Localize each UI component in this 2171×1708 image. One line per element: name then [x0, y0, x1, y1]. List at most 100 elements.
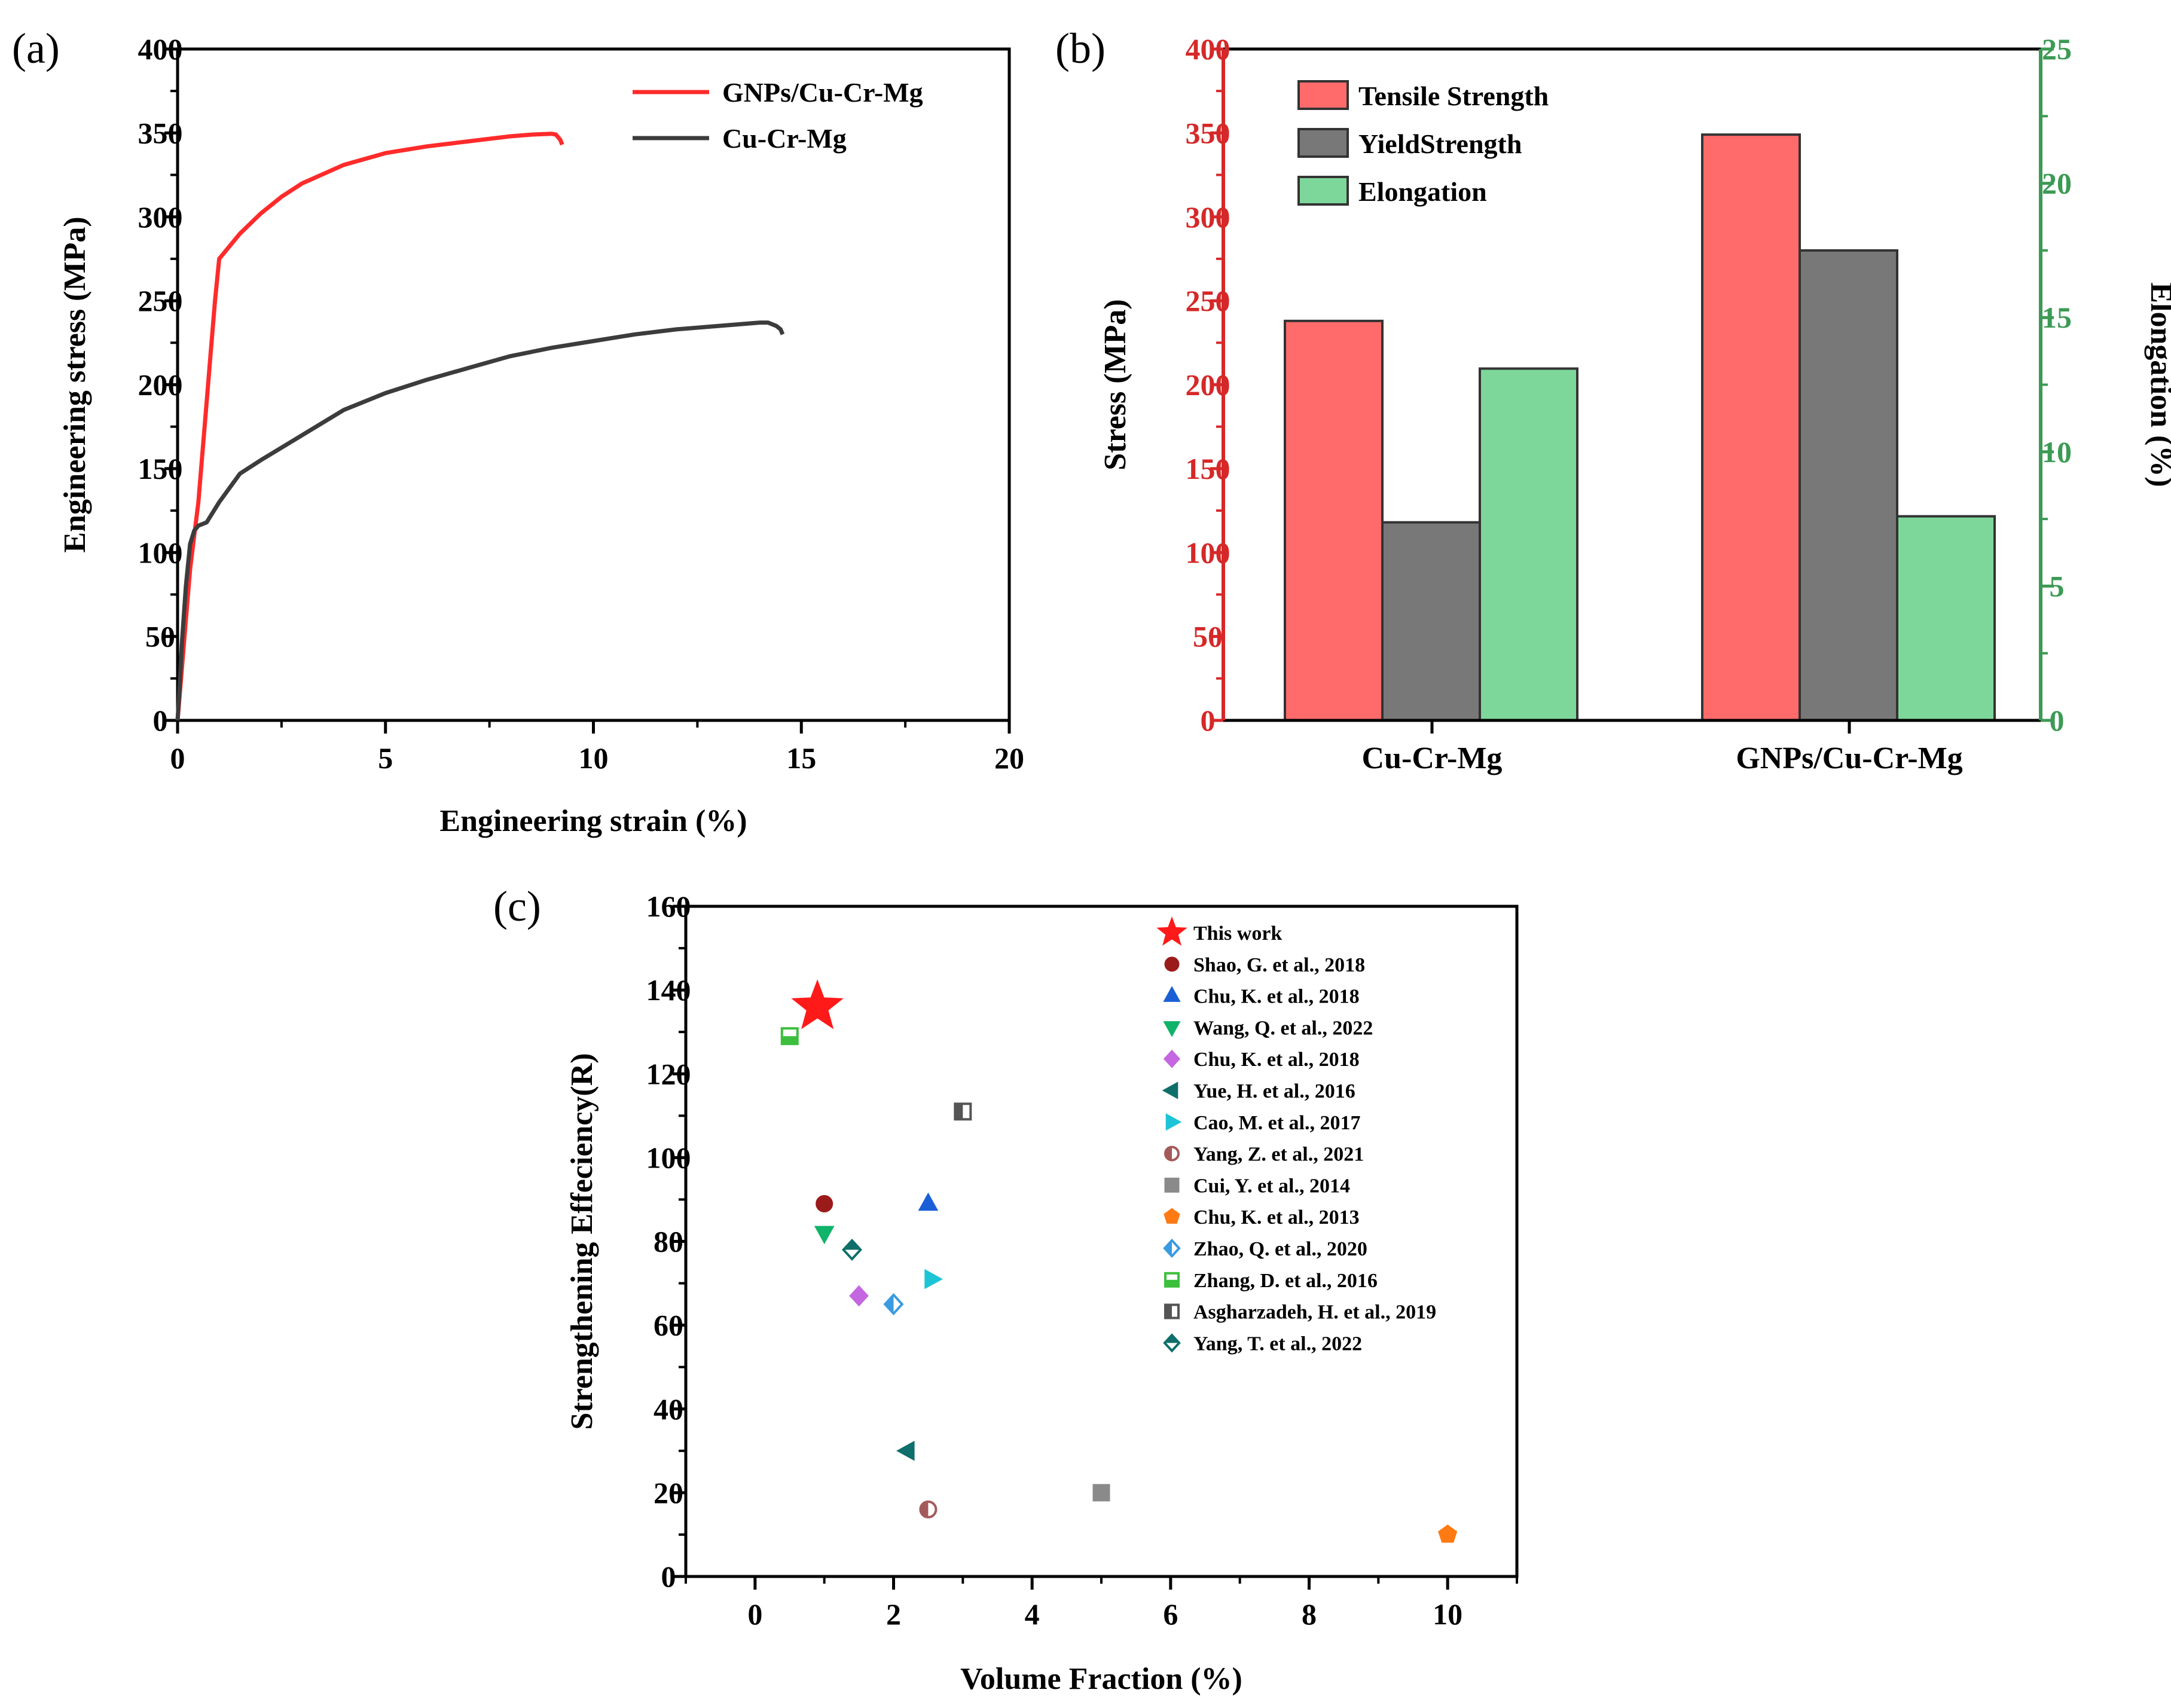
legend-swatch-b	[1297, 80, 1349, 110]
diamond-half-fill	[885, 1295, 894, 1314]
y-tick-label-a: 200	[138, 368, 183, 402]
square-half-fill	[781, 1036, 798, 1044]
bar	[1284, 319, 1384, 722]
legend-label-b: Tensile Strength	[1358, 81, 1549, 111]
y-tick-label-c: 160	[646, 890, 691, 923]
y-tick-label-c: 20	[654, 1476, 683, 1510]
y-tick-label-c: 60	[654, 1309, 683, 1342]
y-tick-label-a: 300	[138, 200, 183, 234]
y2-axis-title-b: Elongation (%)	[2144, 282, 2171, 487]
pentagon-mark	[1438, 1524, 1458, 1543]
data-point	[919, 1500, 938, 1518]
legend-marker-c	[1164, 1208, 1180, 1224]
plot-frame-a	[176, 47, 1011, 722]
circle-half-fill	[1165, 1147, 1172, 1160]
y-axis-title-c: Strengthening Effeciency(R)	[565, 1053, 599, 1429]
bar	[1896, 515, 1996, 722]
y-tick-label-c: 100	[646, 1141, 691, 1174]
square-half-fill	[1165, 1304, 1172, 1318]
category-label-b: GNPs/Cu-Cr-Mg	[1736, 741, 1962, 775]
legend-label-c: Asgharzadeh, H. et al., 2019	[1193, 1301, 1436, 1324]
legend-swatch-b	[1297, 176, 1349, 206]
diamond-mark	[1163, 1049, 1181, 1068]
circle-half-fill	[920, 1501, 929, 1517]
bar	[1799, 249, 1898, 722]
legend-label-c: Cao, M. et al., 2017	[1193, 1112, 1361, 1134]
bar	[1381, 521, 1481, 722]
y-tick-label-a: 0	[153, 704, 168, 737]
triangle-mark	[918, 1192, 939, 1211]
data-point	[814, 1226, 835, 1245]
legend-marker-c	[1163, 1049, 1181, 1068]
category-label-b: Cu-Cr-Mg	[1362, 741, 1503, 775]
triangle-mark	[1163, 1021, 1181, 1037]
y-tick-label-b: 50	[1193, 620, 1223, 653]
star-mark	[791, 979, 844, 1029]
x-tick-label-a: 15	[786, 741, 816, 775]
series-line-gnps	[175, 132, 564, 721]
triangle-mark	[1165, 1113, 1182, 1131]
y-tick-label-a: 50	[145, 620, 175, 653]
y-tick-label-a: 350	[138, 116, 183, 149]
legend-marker-c	[1164, 1177, 1180, 1193]
data-point	[780, 1027, 799, 1046]
legend-marker-c	[1164, 957, 1180, 972]
legend-label-c: Yang, Z. et al., 2021	[1193, 1144, 1364, 1166]
legend-label-c: Cui, Y. et al., 2014	[1193, 1175, 1350, 1197]
y-tick-label-c: 140	[646, 973, 691, 1007]
x-tick-label-a: 5	[378, 741, 393, 775]
legend-marker-c	[1165, 1113, 1182, 1131]
y-tick-label-c: 40	[654, 1392, 683, 1426]
x-axis-title-a: Engineering strain (%)	[439, 804, 747, 838]
y-tick-label-b: 0	[1201, 704, 1216, 737]
legend-marker-c	[1164, 1145, 1180, 1162]
legend-label-c: Yue, H. et al., 2016	[1193, 1080, 1355, 1102]
x-tick-label-c: 6	[1163, 1597, 1178, 1631]
y-tick-label-c: 0	[661, 1560, 676, 1593]
y-tick-label-a: 250	[138, 284, 183, 317]
y-tick-label-b: 350	[1186, 116, 1230, 149]
legend-marker-c	[1163, 986, 1181, 1002]
data-point	[896, 1440, 915, 1461]
x-tick-label-a: 0	[170, 741, 185, 775]
y-axis-title-a: Engineering stress (MPa)	[58, 216, 92, 552]
y2-tick-label-b: 25	[2042, 32, 2072, 66]
y-tick-label-b: 300	[1186, 200, 1230, 234]
panel-b: (b) 0 50 100 150 200 250 300 350 400 0 5 10 15 20 25 Cu-…	[1055, 25, 2171, 775]
legend-label-a: GNPs/Cu-Cr-Mg	[722, 77, 923, 108]
data-point	[954, 1102, 972, 1121]
x-tick-label-a: 20	[994, 741, 1024, 775]
legend-marker-c	[1163, 1238, 1181, 1258]
data-point	[883, 1293, 904, 1316]
y2-tick-label-b: 5	[2050, 569, 2065, 603]
y-tick-label-c: 80	[654, 1225, 683, 1258]
y-axis-title-b: Stress (MPa)	[1098, 299, 1132, 470]
square-mark	[1092, 1484, 1110, 1502]
triangle-mark	[924, 1269, 943, 1290]
legend-label-c: Chu, K. et al., 2013	[1193, 1206, 1360, 1229]
x-axis-title-c: Volume Fraction (%)	[960, 1662, 1242, 1696]
legend-label-b: YieldStrength	[1358, 129, 1522, 159]
legend-label-c: This work	[1193, 922, 1282, 945]
y-tick-label-c: 120	[646, 1057, 691, 1090]
data-point	[924, 1269, 943, 1290]
data-point	[791, 979, 844, 1029]
x-tick-label-c: 4	[1025, 1597, 1040, 1631]
y2-tick-label-b: 15	[2042, 301, 2072, 334]
pentagon-mark	[1164, 1208, 1180, 1224]
x-tick-label-c: 2	[886, 1597, 901, 1631]
y-tick-label-a: 100	[138, 536, 183, 569]
star-mark	[1156, 916, 1187, 946]
legend-label-c: Chu, K. et al., 2018	[1193, 1049, 1360, 1071]
diamond-half-fill	[1164, 1240, 1172, 1257]
data-point	[841, 1238, 863, 1261]
legend-swatch-b	[1297, 128, 1349, 158]
triangle-mark	[814, 1226, 835, 1245]
legend-label-a: Cu-Cr-Mg	[722, 123, 847, 154]
legend-label-c: Chu, K. et al., 2018	[1193, 986, 1360, 1008]
square-half-fill	[1165, 1279, 1178, 1287]
y2-tick-label-b: 10	[2042, 435, 2072, 469]
panel-label-b: (b)	[1055, 25, 1106, 72]
panel-label-c: (c)	[493, 882, 541, 930]
